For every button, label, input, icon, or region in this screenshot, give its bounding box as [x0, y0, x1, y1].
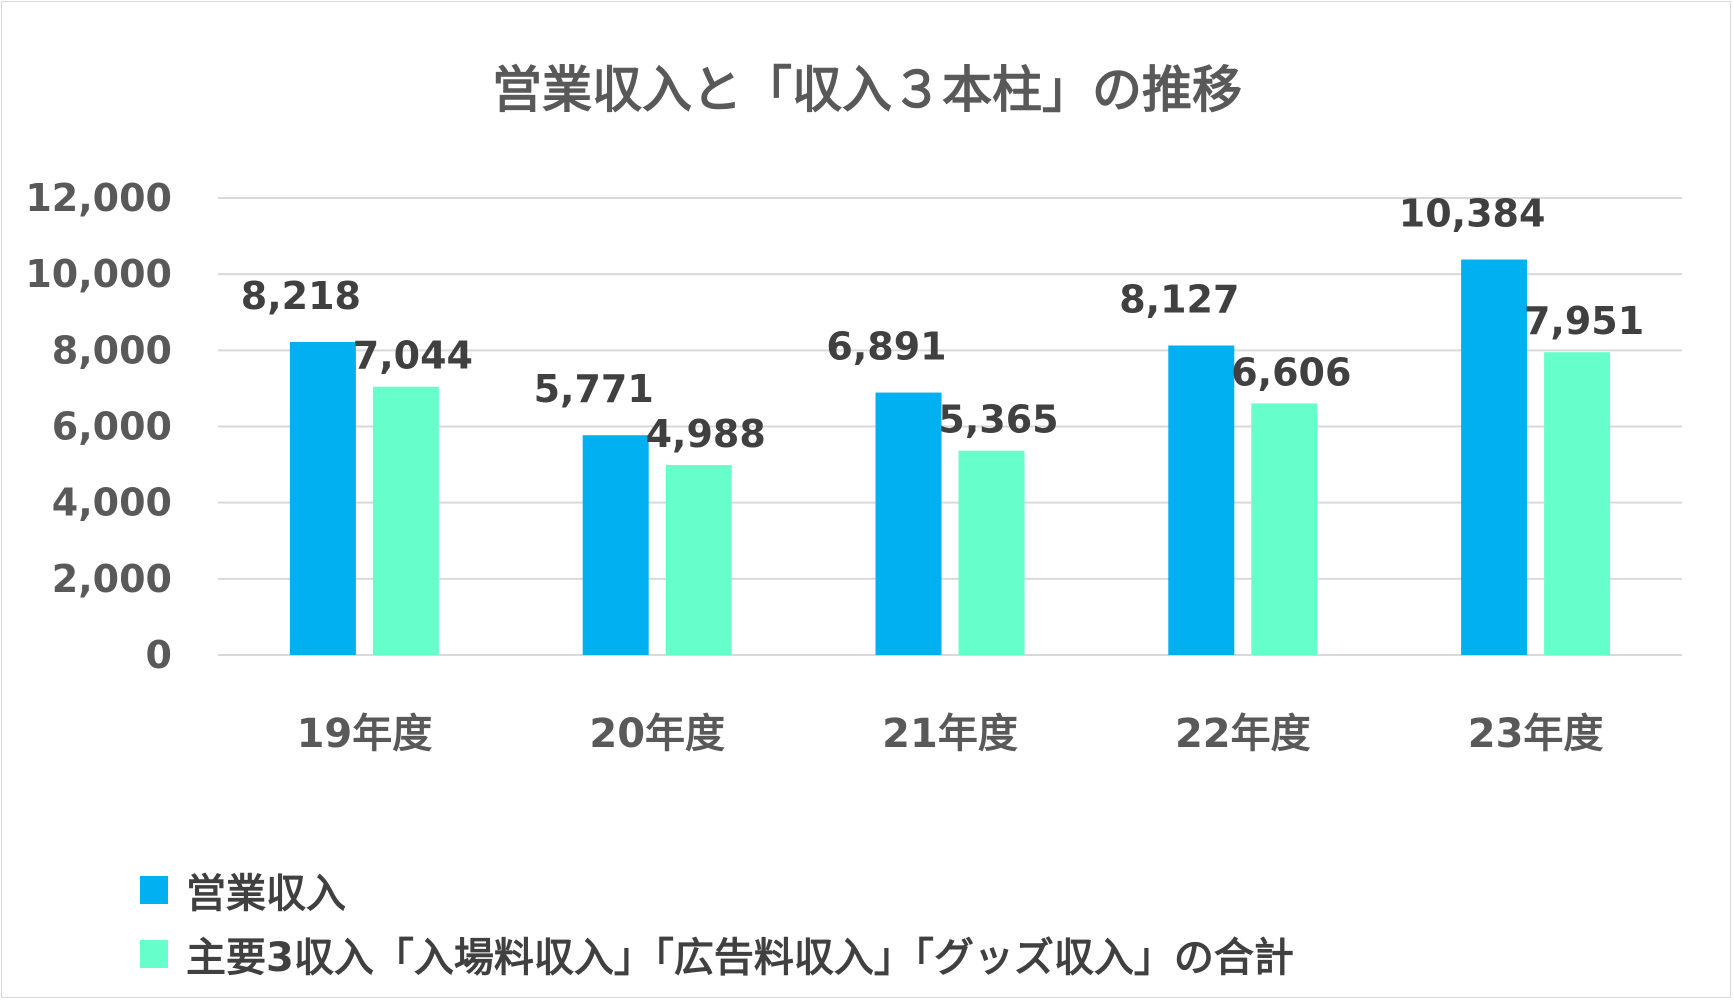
y-tick-label: 10,000 [25, 252, 172, 296]
legend: 営業収入 主要3収入「入場料収入」「広告料収入」「グッズ収入」の合計 [140, 858, 1294, 986]
bar [372, 386, 439, 655]
data-label: 5,771 [534, 367, 654, 411]
data-label: 6,606 [1231, 350, 1351, 394]
legend-item-main-three-revenue: 主要3収入「入場料収入」「広告料収入」「グッズ収入」の合計 [140, 922, 1294, 986]
y-tick-label: 8,000 [52, 328, 172, 372]
bar [1251, 403, 1318, 655]
x-tick-label: 21年度 [882, 711, 1018, 757]
y-tick-label: 2,000 [52, 557, 172, 601]
data-label: 7,951 [1524, 299, 1644, 343]
bar [1168, 345, 1235, 655]
data-label: 4,988 [646, 412, 766, 456]
bar [665, 465, 732, 655]
legend-item-operating-revenue: 営業収入 [140, 858, 1294, 922]
x-tick-label: 22年度 [1175, 711, 1311, 757]
data-label: 8,127 [1119, 277, 1239, 321]
legend-swatch-main-three-revenue [140, 940, 168, 968]
x-tick-label: 19年度 [297, 711, 433, 757]
legend-label-main-three-revenue: 主要3収入「入場料収入」「広告料収入」「グッズ収入」の合計 [186, 935, 1294, 981]
data-label: 7,044 [353, 334, 473, 378]
data-label: 5,365 [938, 398, 1058, 442]
y-tick-label: 4,000 [52, 481, 172, 525]
x-tick-label: 23年度 [1468, 711, 1604, 757]
y-tick-label: 0 [146, 633, 172, 677]
y-tick-label: 12,000 [25, 176, 172, 220]
y-tick-label: 6,000 [52, 405, 172, 449]
bar [582, 435, 649, 655]
legend-label-operating-revenue: 営業収入 [186, 871, 346, 917]
bar [1461, 259, 1528, 655]
x-tick-label: 20年度 [589, 711, 725, 757]
bar [289, 342, 356, 655]
legend-swatch-operating-revenue [140, 876, 168, 904]
bar [958, 450, 1025, 655]
data-label: 10,384 [1399, 192, 1546, 236]
data-label: 8,218 [241, 274, 361, 318]
data-label: 6,891 [826, 325, 946, 369]
bar [1544, 352, 1611, 655]
chart-title: 営業収入と「収入３本柱」の推移 [492, 61, 1242, 119]
bar [875, 392, 942, 655]
